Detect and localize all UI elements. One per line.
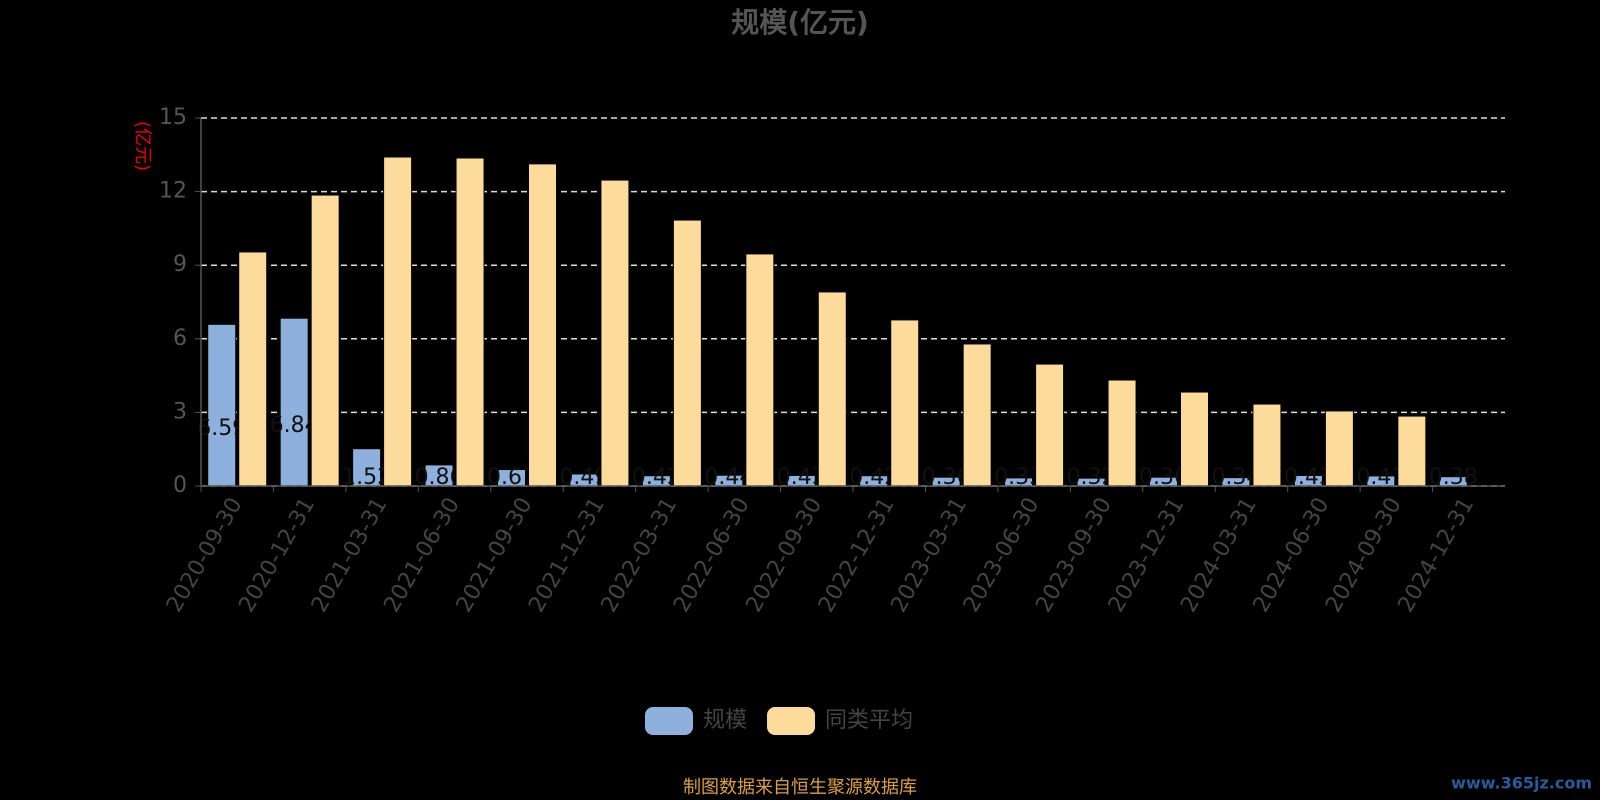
legend-label: 规模 [703, 708, 747, 733]
bar [383, 156, 413, 487]
bar [672, 219, 702, 487]
bar [1252, 403, 1282, 487]
bar [455, 157, 485, 487]
data-label: 6.59 [197, 416, 246, 441]
bar [1180, 391, 1209, 487]
bar [207, 323, 237, 487]
watermark: www.365jz.com [1451, 774, 1592, 793]
data-label: 6.84 [270, 413, 319, 438]
y-tick-label: 0 [173, 473, 187, 498]
source-note: 制图数据来自恒生聚源数据库 [683, 777, 917, 798]
bar [1324, 410, 1354, 487]
bar [1035, 363, 1065, 487]
y-tick-label: 15 [159, 105, 187, 130]
bar [352, 448, 382, 487]
bar [528, 163, 557, 487]
bar [1397, 415, 1427, 487]
y-tick-label: 6 [173, 326, 187, 351]
bar [817, 291, 847, 487]
bar [1107, 379, 1137, 487]
legend-swatch [645, 707, 693, 735]
bar [890, 319, 920, 487]
bar [238, 251, 268, 487]
y-axis-label: (亿元) [132, 121, 153, 171]
legend-label: 同类平均 [825, 708, 913, 733]
bar [310, 194, 340, 487]
bar [600, 179, 630, 487]
bar [745, 253, 775, 487]
y-tick-label: 3 [173, 399, 187, 424]
y-tick-label: 9 [173, 252, 187, 277]
chart-title: 规模(亿元) [731, 6, 869, 39]
bar [279, 317, 309, 487]
legend-swatch [767, 707, 816, 735]
bar [962, 343, 992, 487]
y-tick-label: 12 [159, 179, 187, 204]
